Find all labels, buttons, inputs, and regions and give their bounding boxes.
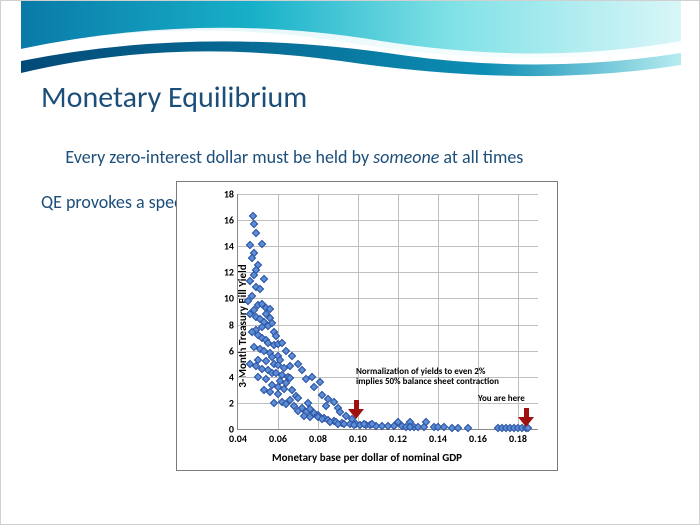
annotation-normalization: Normalization of yields to even 2%implie… — [356, 367, 499, 387]
xtick-label: 0.08 — [309, 429, 327, 445]
xtick-label: 0.12 — [389, 429, 407, 445]
subtitle-line1-pre: Every zero-interest dollar must be held … — [65, 146, 373, 168]
data-marker — [252, 229, 260, 237]
presentation-slide: Monetary Equilibrium Every zero-interest… — [0, 0, 700, 525]
gridline-h — [238, 325, 538, 326]
xtick-label: 0.16 — [469, 429, 487, 445]
data-marker — [454, 423, 462, 431]
ytick-label: 12 — [224, 266, 238, 279]
wave-banner-decoration — [21, 1, 681, 91]
data-marker — [310, 383, 318, 391]
data-marker — [298, 366, 306, 374]
xtick-label: 0.04 — [229, 429, 247, 445]
data-marker — [270, 399, 278, 407]
scatter-chart: 3-Month Treasury Bill Yield Monetary bas… — [176, 181, 558, 471]
gridline-h — [238, 298, 538, 299]
gridline-v — [438, 194, 439, 429]
gridline-v — [358, 194, 359, 429]
gridline-h — [238, 220, 538, 221]
xtick-label: 0.14 — [429, 429, 447, 445]
data-marker — [266, 388, 274, 396]
data-marker — [254, 373, 262, 381]
subtitle-line1-post: at all times — [439, 146, 523, 168]
plot-area: 0246810121416180.040.060.080.100.120.140… — [237, 194, 538, 430]
slide-title: Monetary Equilibrium — [41, 79, 307, 116]
data-marker — [260, 275, 268, 283]
data-marker — [288, 352, 296, 360]
gridline-h — [238, 194, 538, 195]
ytick-label: 14 — [224, 240, 238, 253]
gridline-h — [238, 246, 538, 247]
xtick-label: 0.10 — [349, 429, 367, 445]
ytick-label: 16 — [224, 214, 238, 227]
gridline-v — [398, 194, 399, 429]
annotation-you-are-here: You are here — [478, 394, 525, 404]
ytick-label: 18 — [224, 188, 238, 201]
gridline-h — [238, 272, 538, 273]
ytick-label: 10 — [224, 292, 238, 305]
ytick-label: 6 — [229, 344, 238, 357]
subtitle-line1-em: someone — [373, 146, 439, 168]
ytick-label: 4 — [229, 370, 238, 383]
ytick-label: 8 — [229, 318, 238, 331]
data-marker — [256, 285, 264, 293]
ytick-label: 2 — [229, 396, 238, 409]
chart-xlabel: Monetary base per dollar of nominal GDP — [272, 451, 462, 464]
xtick-label: 0.06 — [269, 429, 287, 445]
